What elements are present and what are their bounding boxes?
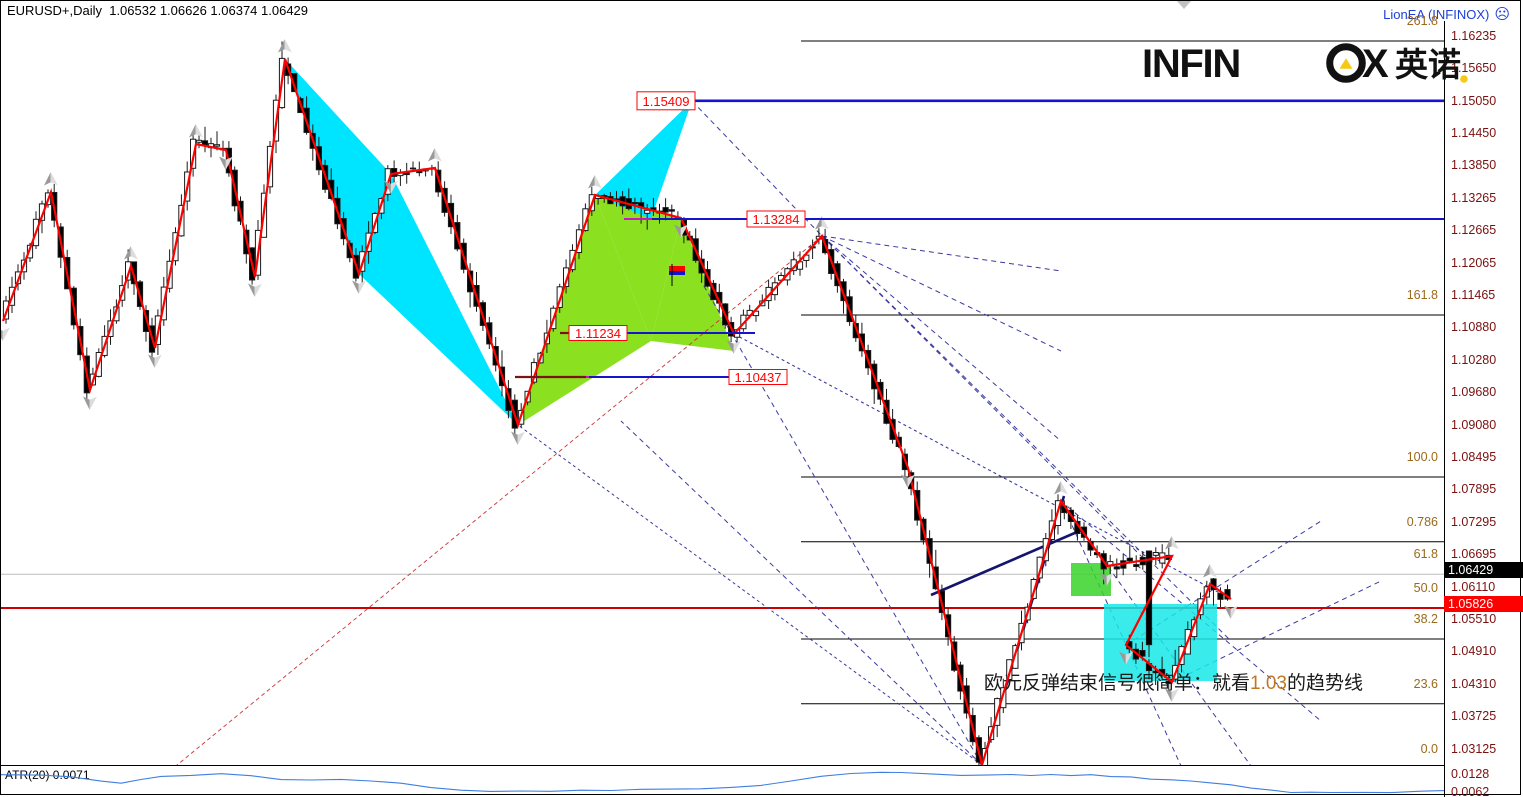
svg-text:INFIN: INFIN (1142, 42, 1240, 85)
svg-text:X: X (1362, 42, 1389, 85)
svg-text:英诺: 英诺 (1395, 46, 1461, 83)
svg-text:1.15409: 1.15409 (643, 94, 690, 109)
svg-text:1.11234: 1.11234 (575, 326, 621, 341)
svg-text:1.13284: 1.13284 (753, 212, 800, 227)
svg-text:1.10437: 1.10437 (735, 370, 782, 385)
